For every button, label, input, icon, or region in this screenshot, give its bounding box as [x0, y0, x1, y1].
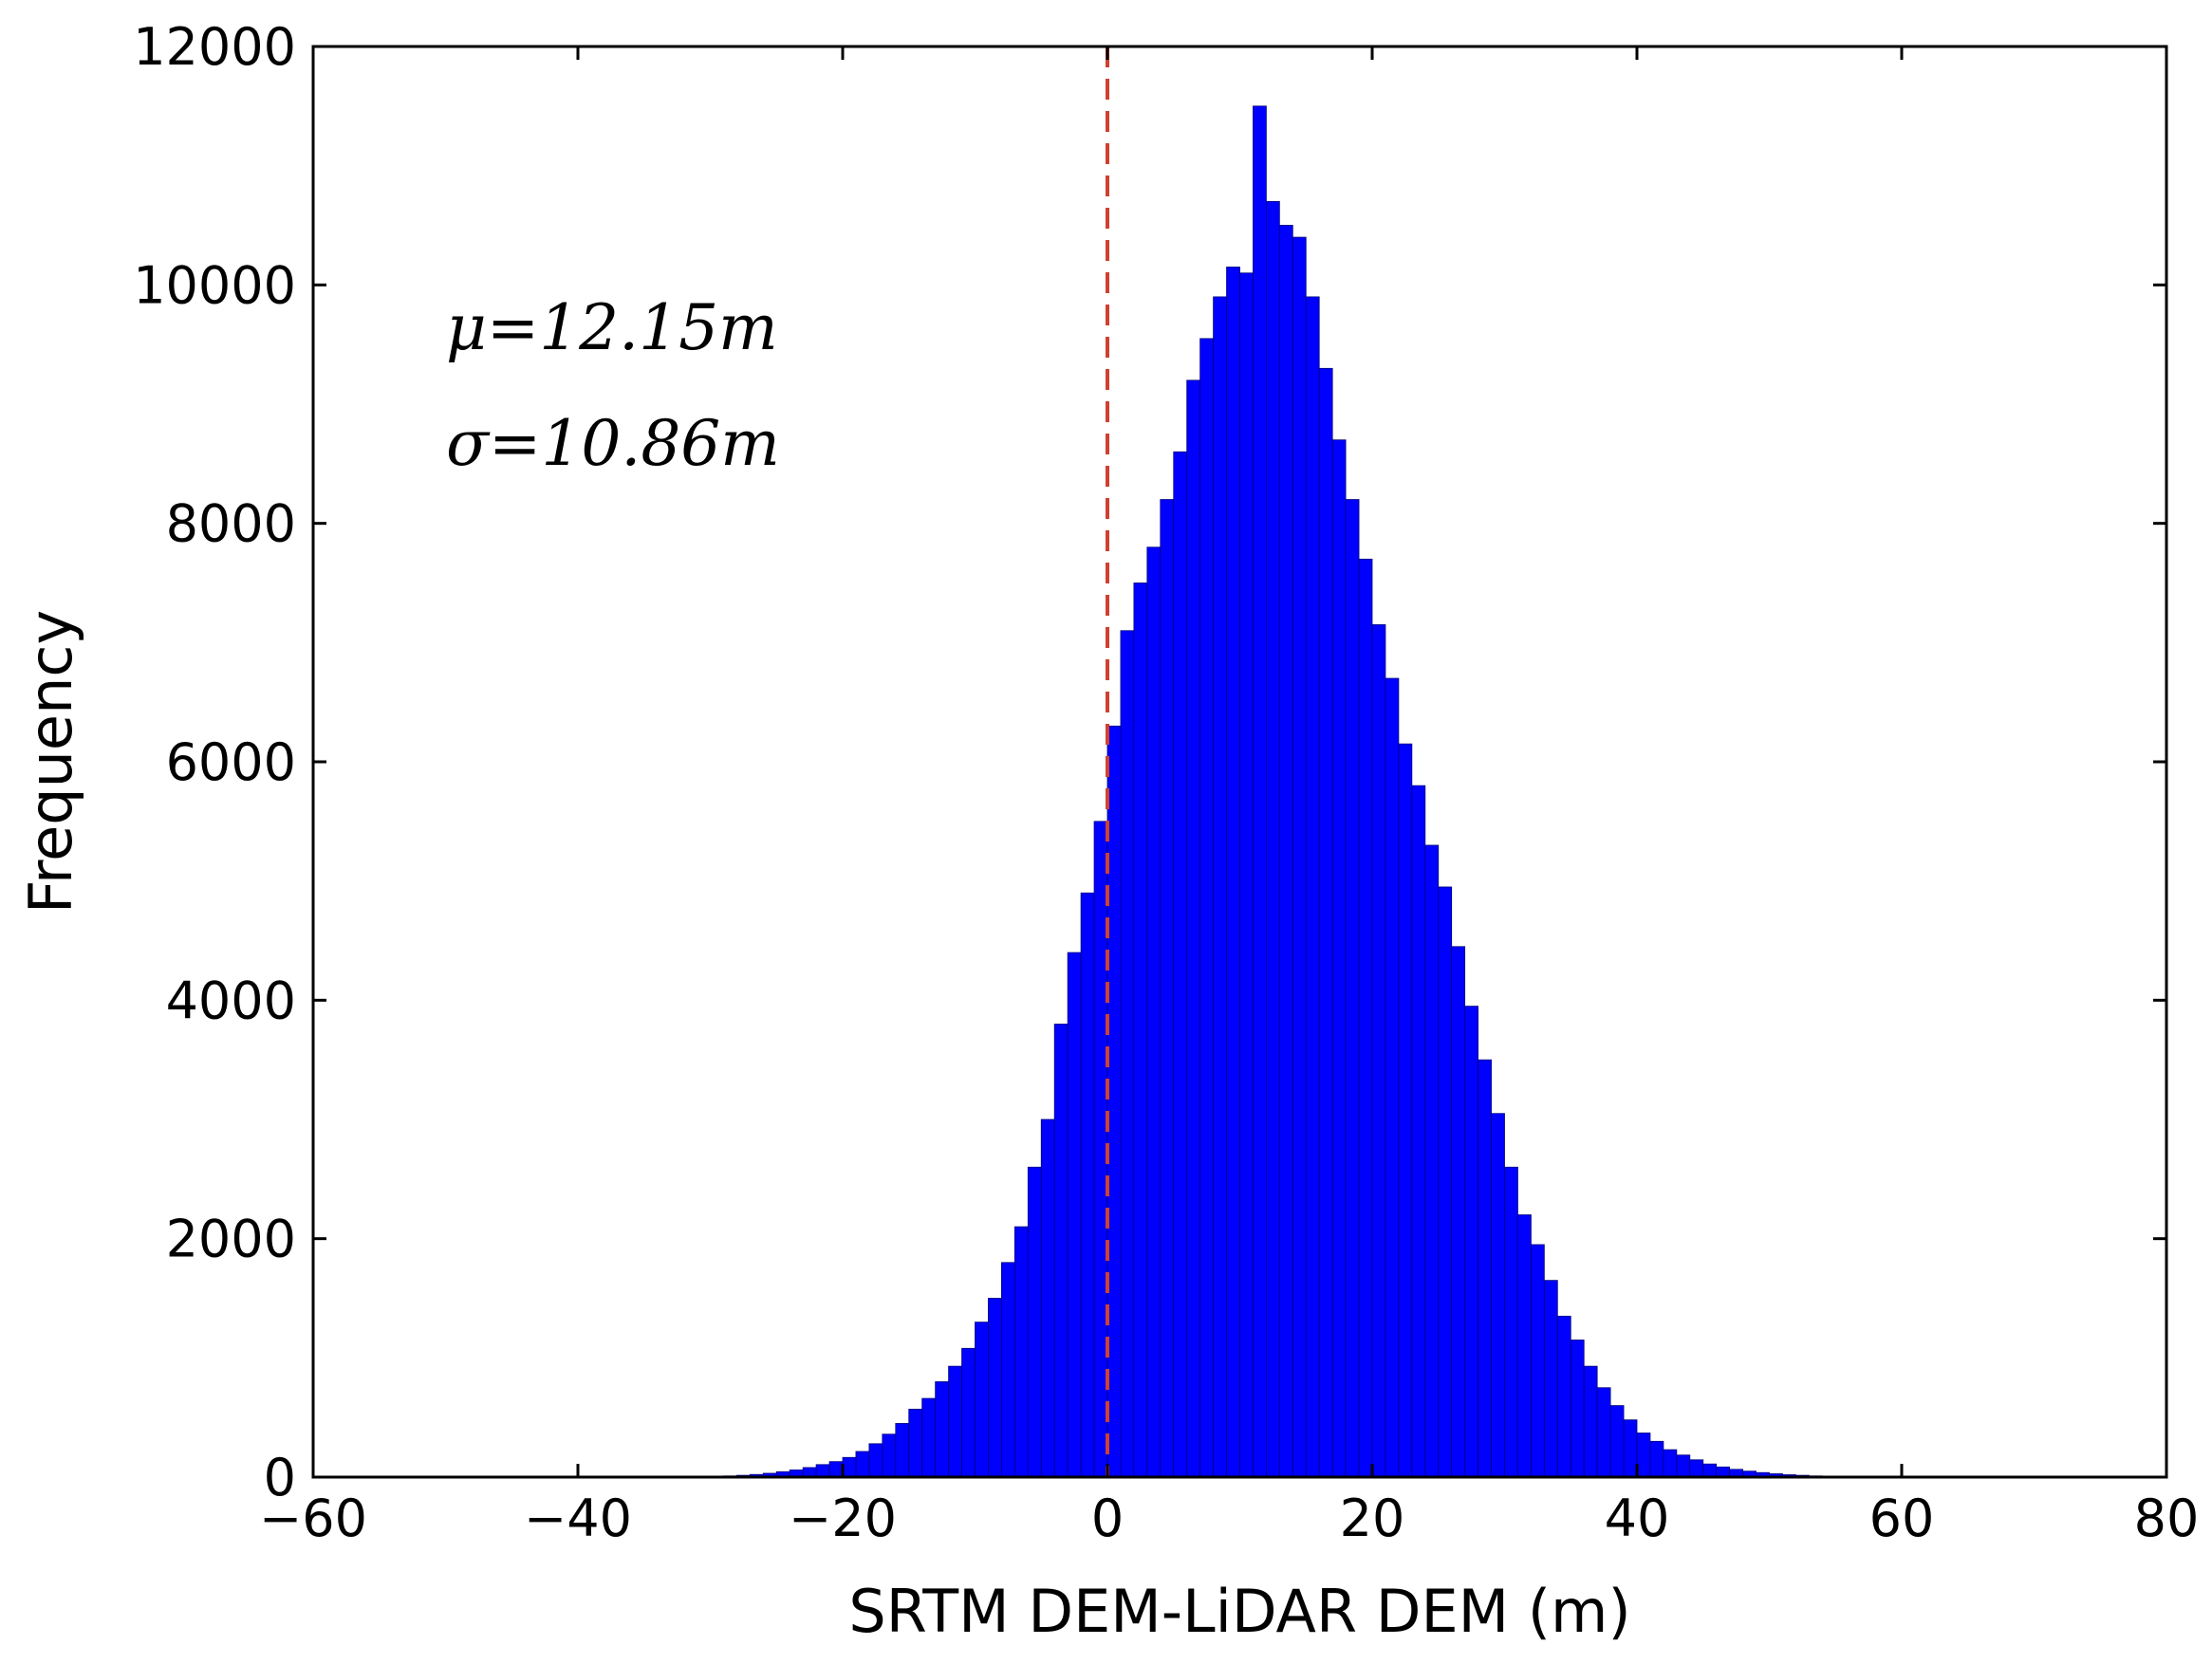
y-axis-ticks: 0 2000 4000 6000 8000 10000 12000 [133, 17, 2166, 1507]
y-tick-label: 12000 [133, 17, 296, 77]
mean-annotation: μ=12.15m [446, 291, 778, 364]
histogram-bar [815, 1464, 830, 1478]
histogram-bar [1106, 725, 1122, 1478]
histogram-bar [1531, 1244, 1545, 1478]
histogram-bar [1358, 558, 1373, 1478]
histogram-bar [1596, 1387, 1611, 1478]
y-axis-label: Frequency [16, 610, 85, 914]
x-tick-label: 0 [1091, 1488, 1124, 1548]
histogram-bar [1013, 1226, 1029, 1478]
histogram-bar [948, 1365, 962, 1478]
histogram-bar [1080, 892, 1095, 1478]
histogram-bar [1226, 267, 1240, 1478]
histogram-bar [1716, 1466, 1731, 1478]
histogram-bar [961, 1347, 976, 1478]
x-tick-label: −40 [524, 1488, 632, 1548]
histogram-bar [935, 1381, 950, 1478]
histogram-bar [1649, 1440, 1664, 1478]
y-tick-label: 10000 [133, 255, 296, 315]
y-tick-label: 8000 [166, 494, 296, 554]
x-tick-label: −20 [789, 1488, 897, 1548]
histogram-bar [1067, 952, 1082, 1478]
histogram-bar [882, 1433, 897, 1478]
histogram-bar [1517, 1214, 1532, 1478]
histogram-bar [1398, 743, 1413, 1478]
histogram-bar [908, 1408, 923, 1478]
histogram-bar [828, 1461, 844, 1478]
histogram-bar [1001, 1262, 1015, 1478]
x-axis-ticks: −60 −40 −20 0 20 40 60 80 [259, 46, 2199, 1548]
histogram-bar [1411, 785, 1426, 1478]
histogram-bar [1318, 367, 1333, 1478]
histogram-bar [1040, 1119, 1055, 1478]
histogram-bar [1253, 105, 1267, 1478]
histogram-bar [1478, 1059, 1492, 1478]
histogram-bar [1160, 499, 1175, 1478]
histogram-bar [895, 1423, 910, 1478]
histogram-bars [710, 105, 1850, 1478]
histogram-bar [1556, 1315, 1571, 1478]
x-tick-label: 20 [1340, 1488, 1405, 1548]
histogram-bar [1570, 1340, 1585, 1478]
histogram-bar [1424, 844, 1440, 1478]
histogram-bar [1609, 1405, 1625, 1478]
histogram-bar [1173, 451, 1188, 1478]
histogram-bar [1027, 1166, 1042, 1478]
histogram-bar [1385, 677, 1400, 1478]
histogram-bar [1305, 296, 1320, 1478]
histogram-bar [1213, 296, 1227, 1478]
histogram-bar [1583, 1365, 1598, 1478]
histogram-bar [1636, 1433, 1651, 1478]
histogram-bar [1676, 1454, 1691, 1478]
y-tick-label: 0 [264, 1448, 296, 1507]
histogram-bar [1199, 338, 1215, 1478]
x-tick-label: 80 [2134, 1488, 2200, 1548]
histogram-bar [1331, 439, 1347, 1478]
histogram-bar [802, 1467, 817, 1478]
histogram-bar [1093, 821, 1108, 1478]
histogram-bar [1146, 546, 1162, 1478]
histogram-bar [1491, 1113, 1505, 1478]
histogram-bar [1663, 1449, 1678, 1478]
histogram-bar [975, 1322, 989, 1478]
y-tick-label: 6000 [166, 732, 296, 792]
histogram-bar [1702, 1463, 1718, 1478]
std-annotation: σ=10.86m [446, 407, 780, 480]
histogram-bar [1464, 1006, 1479, 1478]
histogram-bar [1438, 886, 1453, 1478]
histogram-bar [1371, 624, 1386, 1478]
histogram-bar [855, 1451, 870, 1478]
y-tick-label: 4000 [166, 971, 296, 1030]
histogram-bar [1623, 1419, 1638, 1478]
histogram-bar [1292, 236, 1307, 1478]
histogram-bar [1266, 200, 1280, 1478]
histogram-bar [921, 1397, 937, 1478]
histogram-bar [988, 1298, 1002, 1478]
histogram-bar [1239, 272, 1254, 1478]
histogram-bar [842, 1456, 857, 1478]
histogram-bar [1120, 630, 1135, 1478]
histogram-bar [1689, 1459, 1704, 1478]
histogram-bar [1451, 946, 1466, 1478]
histogram-bar [1133, 582, 1148, 1478]
x-axis-label: SRTM DEM-LiDAR DEM (m) [848, 1577, 1630, 1646]
x-tick-label: 40 [1605, 1488, 1670, 1548]
histogram-bar [1543, 1280, 1558, 1478]
histogram-bar [1504, 1166, 1518, 1478]
x-tick-label: 60 [1869, 1488, 1935, 1548]
histogram-bar [868, 1443, 883, 1478]
histogram-bar [1278, 225, 1293, 1478]
y-tick-label: 2000 [166, 1210, 296, 1269]
histogram-bar [1345, 499, 1360, 1478]
histogram-bar [1053, 1024, 1069, 1478]
x-tick-label: −60 [259, 1488, 367, 1548]
histogram-bar [1186, 379, 1201, 1478]
